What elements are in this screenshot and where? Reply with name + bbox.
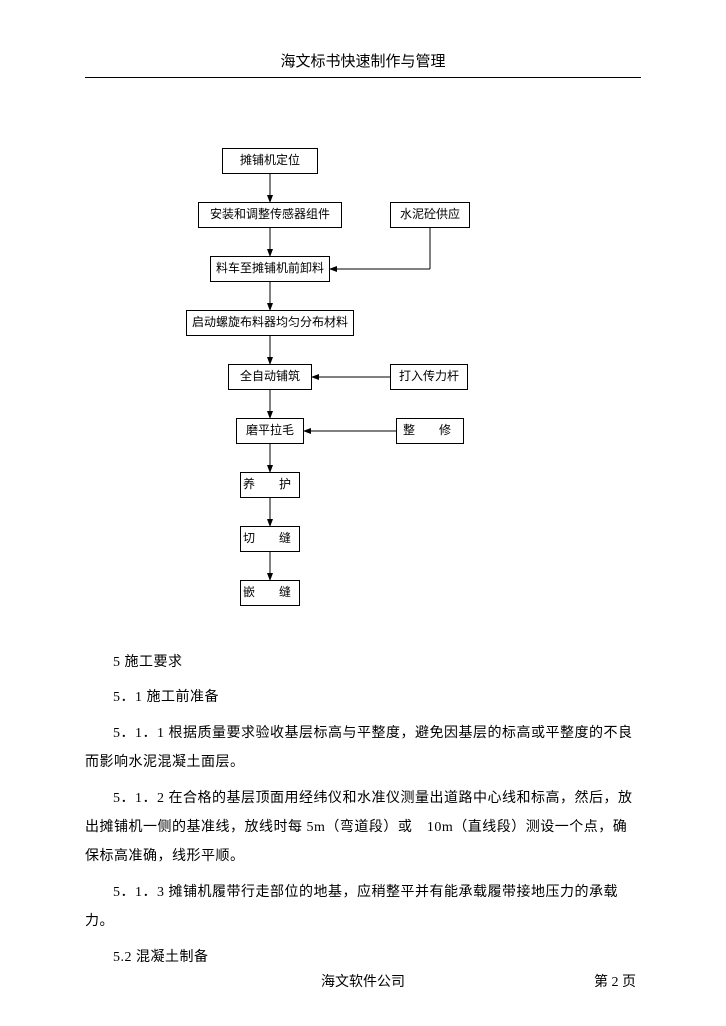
para-5-1-2: 5．1．2 在合格的基层顶面用经纬仪和水准仪测量出道路中心线和标高，然后，放出摊… <box>85 784 641 872</box>
page-header: 海文标书快速制作与管理 <box>85 50 641 78</box>
flow-node-n4: 料车至摊铺机前卸料 <box>210 256 330 282</box>
flow-node-n1: 摊铺机定位 <box>222 148 318 174</box>
para-5-1-3: 5．1．3 摊铺机履带行走部位的地基，应稍整平并有能承载履带接地压力的承载力。 <box>85 878 641 937</box>
flow-node-n10: 养 护 <box>240 472 300 498</box>
header-title: 海文标书快速制作与管理 <box>280 54 445 70</box>
flow-node-n2: 安装和调整传感器组件 <box>198 202 342 228</box>
flowchart: 摊铺机定位安装和调整传感器组件 水泥砼供应料车至摊铺机前卸料启动螺旋布料器均匀分布… <box>150 148 641 618</box>
flow-node-n12: 嵌 缝 <box>240 580 300 606</box>
footer-page: 第 2 页 <box>594 971 636 991</box>
para-5: 5 施工要求 <box>85 648 641 677</box>
para-5-2: 5.2 混凝土制备 <box>85 943 641 972</box>
flow-node-n6: 全自动铺筑 <box>228 364 312 390</box>
flow-node-n5: 启动螺旋布料器均匀分布材料 <box>186 310 354 336</box>
flow-node-n8: 磨平拉毛 <box>236 418 304 444</box>
flow-node-n7: 打入传力杆 <box>390 364 468 390</box>
flow-node-n9: 整 修 <box>396 418 464 444</box>
para-5-1-1: 5．1．1 根据质量要求验收基层标高与平整度，避免因基层的标高或平整度的不良而影… <box>85 719 641 778</box>
flow-node-n11: 切 缝 <box>240 526 300 552</box>
flow-node-n3: 水泥砼供应 <box>390 202 470 228</box>
para-5-1: 5．1 施工前准备 <box>85 683 641 712</box>
